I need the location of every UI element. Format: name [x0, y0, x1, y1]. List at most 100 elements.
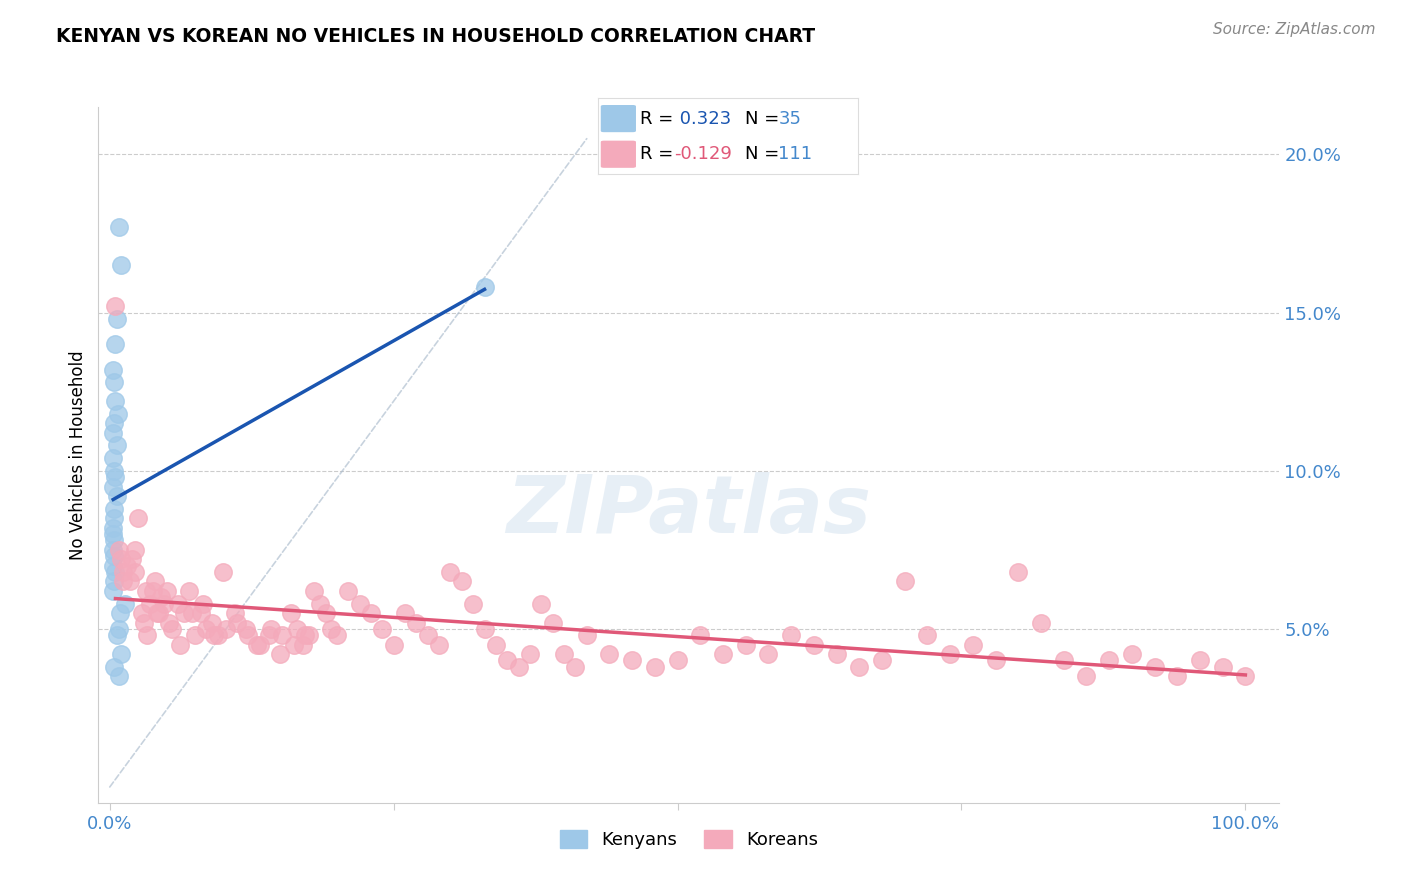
Point — [564, 660, 586, 674]
Point — [124, 565, 146, 579]
Point — [519, 647, 541, 661]
Point — [224, 606, 246, 620]
Point — [108, 669, 131, 683]
Point — [103, 511, 125, 525]
Point — [120, 574, 142, 589]
Point — [108, 606, 131, 620]
Point — [103, 479, 125, 493]
Point — [103, 583, 125, 598]
Point — [371, 622, 394, 636]
Point — [294, 628, 316, 642]
Point — [848, 660, 870, 674]
Text: ZIPatlas: ZIPatlas — [506, 472, 872, 549]
Point — [104, 565, 127, 579]
Point — [195, 622, 218, 636]
Point — [496, 653, 519, 667]
Text: R =: R = — [641, 110, 679, 128]
Point — [711, 647, 734, 661]
Point — [121, 552, 143, 566]
Point — [1121, 647, 1143, 661]
Point — [1188, 653, 1211, 667]
Point — [1143, 660, 1166, 674]
Point — [297, 628, 319, 642]
Point — [114, 597, 136, 611]
Text: 35: 35 — [779, 110, 801, 128]
Point — [153, 597, 176, 611]
Point — [107, 407, 129, 421]
Point — [235, 622, 257, 636]
Point — [103, 464, 125, 478]
Point — [136, 628, 159, 642]
Text: R =: R = — [641, 145, 679, 163]
Point — [257, 628, 280, 642]
Point — [103, 521, 125, 535]
Point — [337, 583, 360, 598]
Point — [803, 638, 825, 652]
Point — [184, 628, 207, 642]
Point — [394, 606, 416, 620]
Point — [112, 574, 135, 589]
Point — [155, 583, 177, 598]
Point — [132, 615, 155, 630]
Point — [917, 628, 939, 642]
Point — [108, 622, 131, 636]
Point — [190, 606, 212, 620]
Text: 0.323: 0.323 — [675, 110, 731, 128]
Point — [405, 615, 427, 630]
Point — [179, 583, 201, 598]
Point — [110, 647, 132, 661]
Point — [173, 606, 195, 620]
Point — [302, 583, 325, 598]
Point — [103, 533, 125, 548]
Point — [103, 527, 125, 541]
Point — [291, 638, 314, 652]
Point — [115, 558, 138, 573]
Point — [103, 558, 125, 573]
Point — [474, 280, 496, 294]
Point — [283, 638, 305, 652]
Point — [105, 438, 128, 452]
Point — [962, 638, 984, 652]
Point — [1234, 669, 1257, 683]
Point — [326, 628, 349, 642]
Point — [108, 220, 131, 235]
Point — [246, 638, 269, 652]
Point — [825, 647, 848, 661]
Point — [575, 628, 598, 642]
Point — [416, 628, 439, 642]
Text: -0.129: -0.129 — [675, 145, 733, 163]
Point — [508, 660, 530, 674]
Point — [689, 628, 711, 642]
Point — [1029, 615, 1052, 630]
Point — [103, 542, 125, 557]
Point — [1166, 669, 1188, 683]
Point — [104, 470, 127, 484]
Point — [124, 542, 146, 557]
Point — [463, 597, 485, 611]
Point — [530, 597, 553, 611]
Point — [939, 647, 962, 661]
Text: N =: N = — [745, 110, 785, 128]
Point — [138, 597, 160, 611]
Point — [321, 622, 343, 636]
Point — [349, 597, 371, 611]
Point — [474, 622, 496, 636]
Point — [167, 597, 190, 611]
Point — [621, 653, 644, 667]
Point — [146, 606, 169, 620]
FancyBboxPatch shape — [602, 141, 636, 167]
Point — [103, 660, 125, 674]
Point — [870, 653, 893, 667]
Point — [485, 638, 508, 652]
Point — [984, 653, 1007, 667]
Text: KENYAN VS KOREAN NO VEHICLES IN HOUSEHOLD CORRELATION CHART: KENYAN VS KOREAN NO VEHICLES IN HOUSEHOL… — [56, 27, 815, 45]
Y-axis label: No Vehicles in Household: No Vehicles in Household — [69, 350, 87, 560]
Point — [103, 362, 125, 376]
Point — [439, 565, 461, 579]
Point — [893, 574, 915, 589]
Point — [541, 615, 564, 630]
Point — [271, 628, 294, 642]
Point — [450, 574, 472, 589]
Point — [238, 628, 260, 642]
Legend: Kenyans, Koreans: Kenyans, Koreans — [553, 822, 825, 856]
